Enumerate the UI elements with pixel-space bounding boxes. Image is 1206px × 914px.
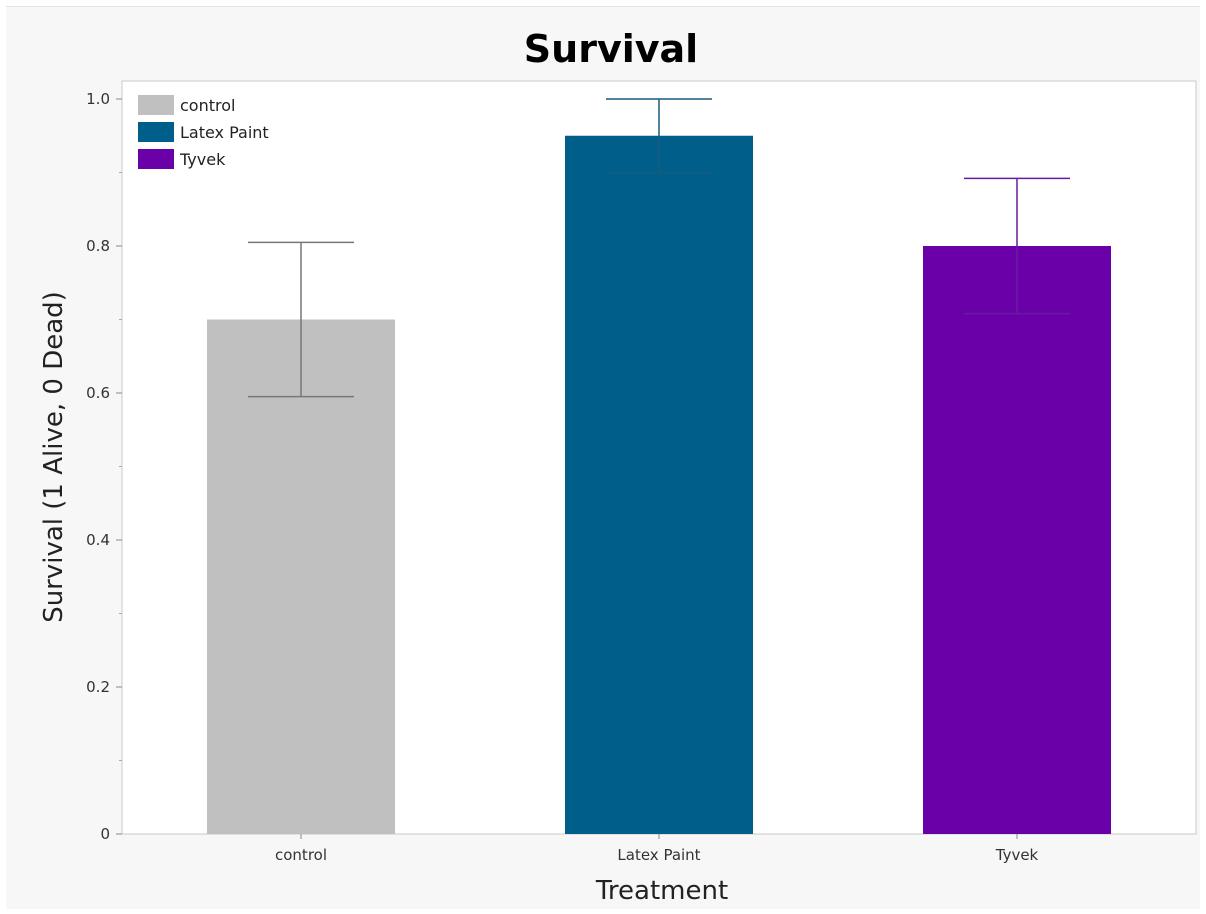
y-tick-label: 0.4 [86,531,110,549]
legend-swatch [138,122,174,142]
x-axis: control Latex Paint Tyvek [275,834,1039,864]
legend-label: Latex Paint [180,123,269,142]
y-tick-label: 0.8 [86,237,110,255]
x-tick-label: control [275,846,327,864]
bar-control[interactable] [207,319,395,835]
x-tick-label: Latex Paint [617,846,700,864]
y-tick-label: 0 [100,825,110,843]
bar-chart: Survival 0 0.2 0.4 0.6 0.8 1.0 control Latex P… [39,27,1197,906]
y-tick-label: 1.0 [86,90,110,108]
x-tick-label: Tyvek [995,846,1039,864]
legend-label: control [180,96,235,115]
x-axis-title: Treatment [595,876,728,906]
legend-swatch [138,95,174,115]
legend-label: Tyvek [179,150,226,169]
legend-swatch [138,149,174,169]
y-axis: 0 0.2 0.4 0.6 0.8 1.0 [86,90,122,843]
bars-group [207,98,1111,835]
chart-frame: Survival 0 0.2 0.4 0.6 0.8 1.0 control Latex P… [6,6,1200,909]
y-axis-title: Survival (1 Alive, 0 Dead) [39,291,69,623]
legend: control Latex Paint Tyvek [138,95,269,169]
chart-title: Survival [524,27,698,71]
y-tick-label: 0.6 [86,384,110,402]
bar-tyvek[interactable] [923,246,1111,834]
bar-latex-paint[interactable] [565,135,753,834]
y-tick-label: 0.2 [86,678,110,696]
